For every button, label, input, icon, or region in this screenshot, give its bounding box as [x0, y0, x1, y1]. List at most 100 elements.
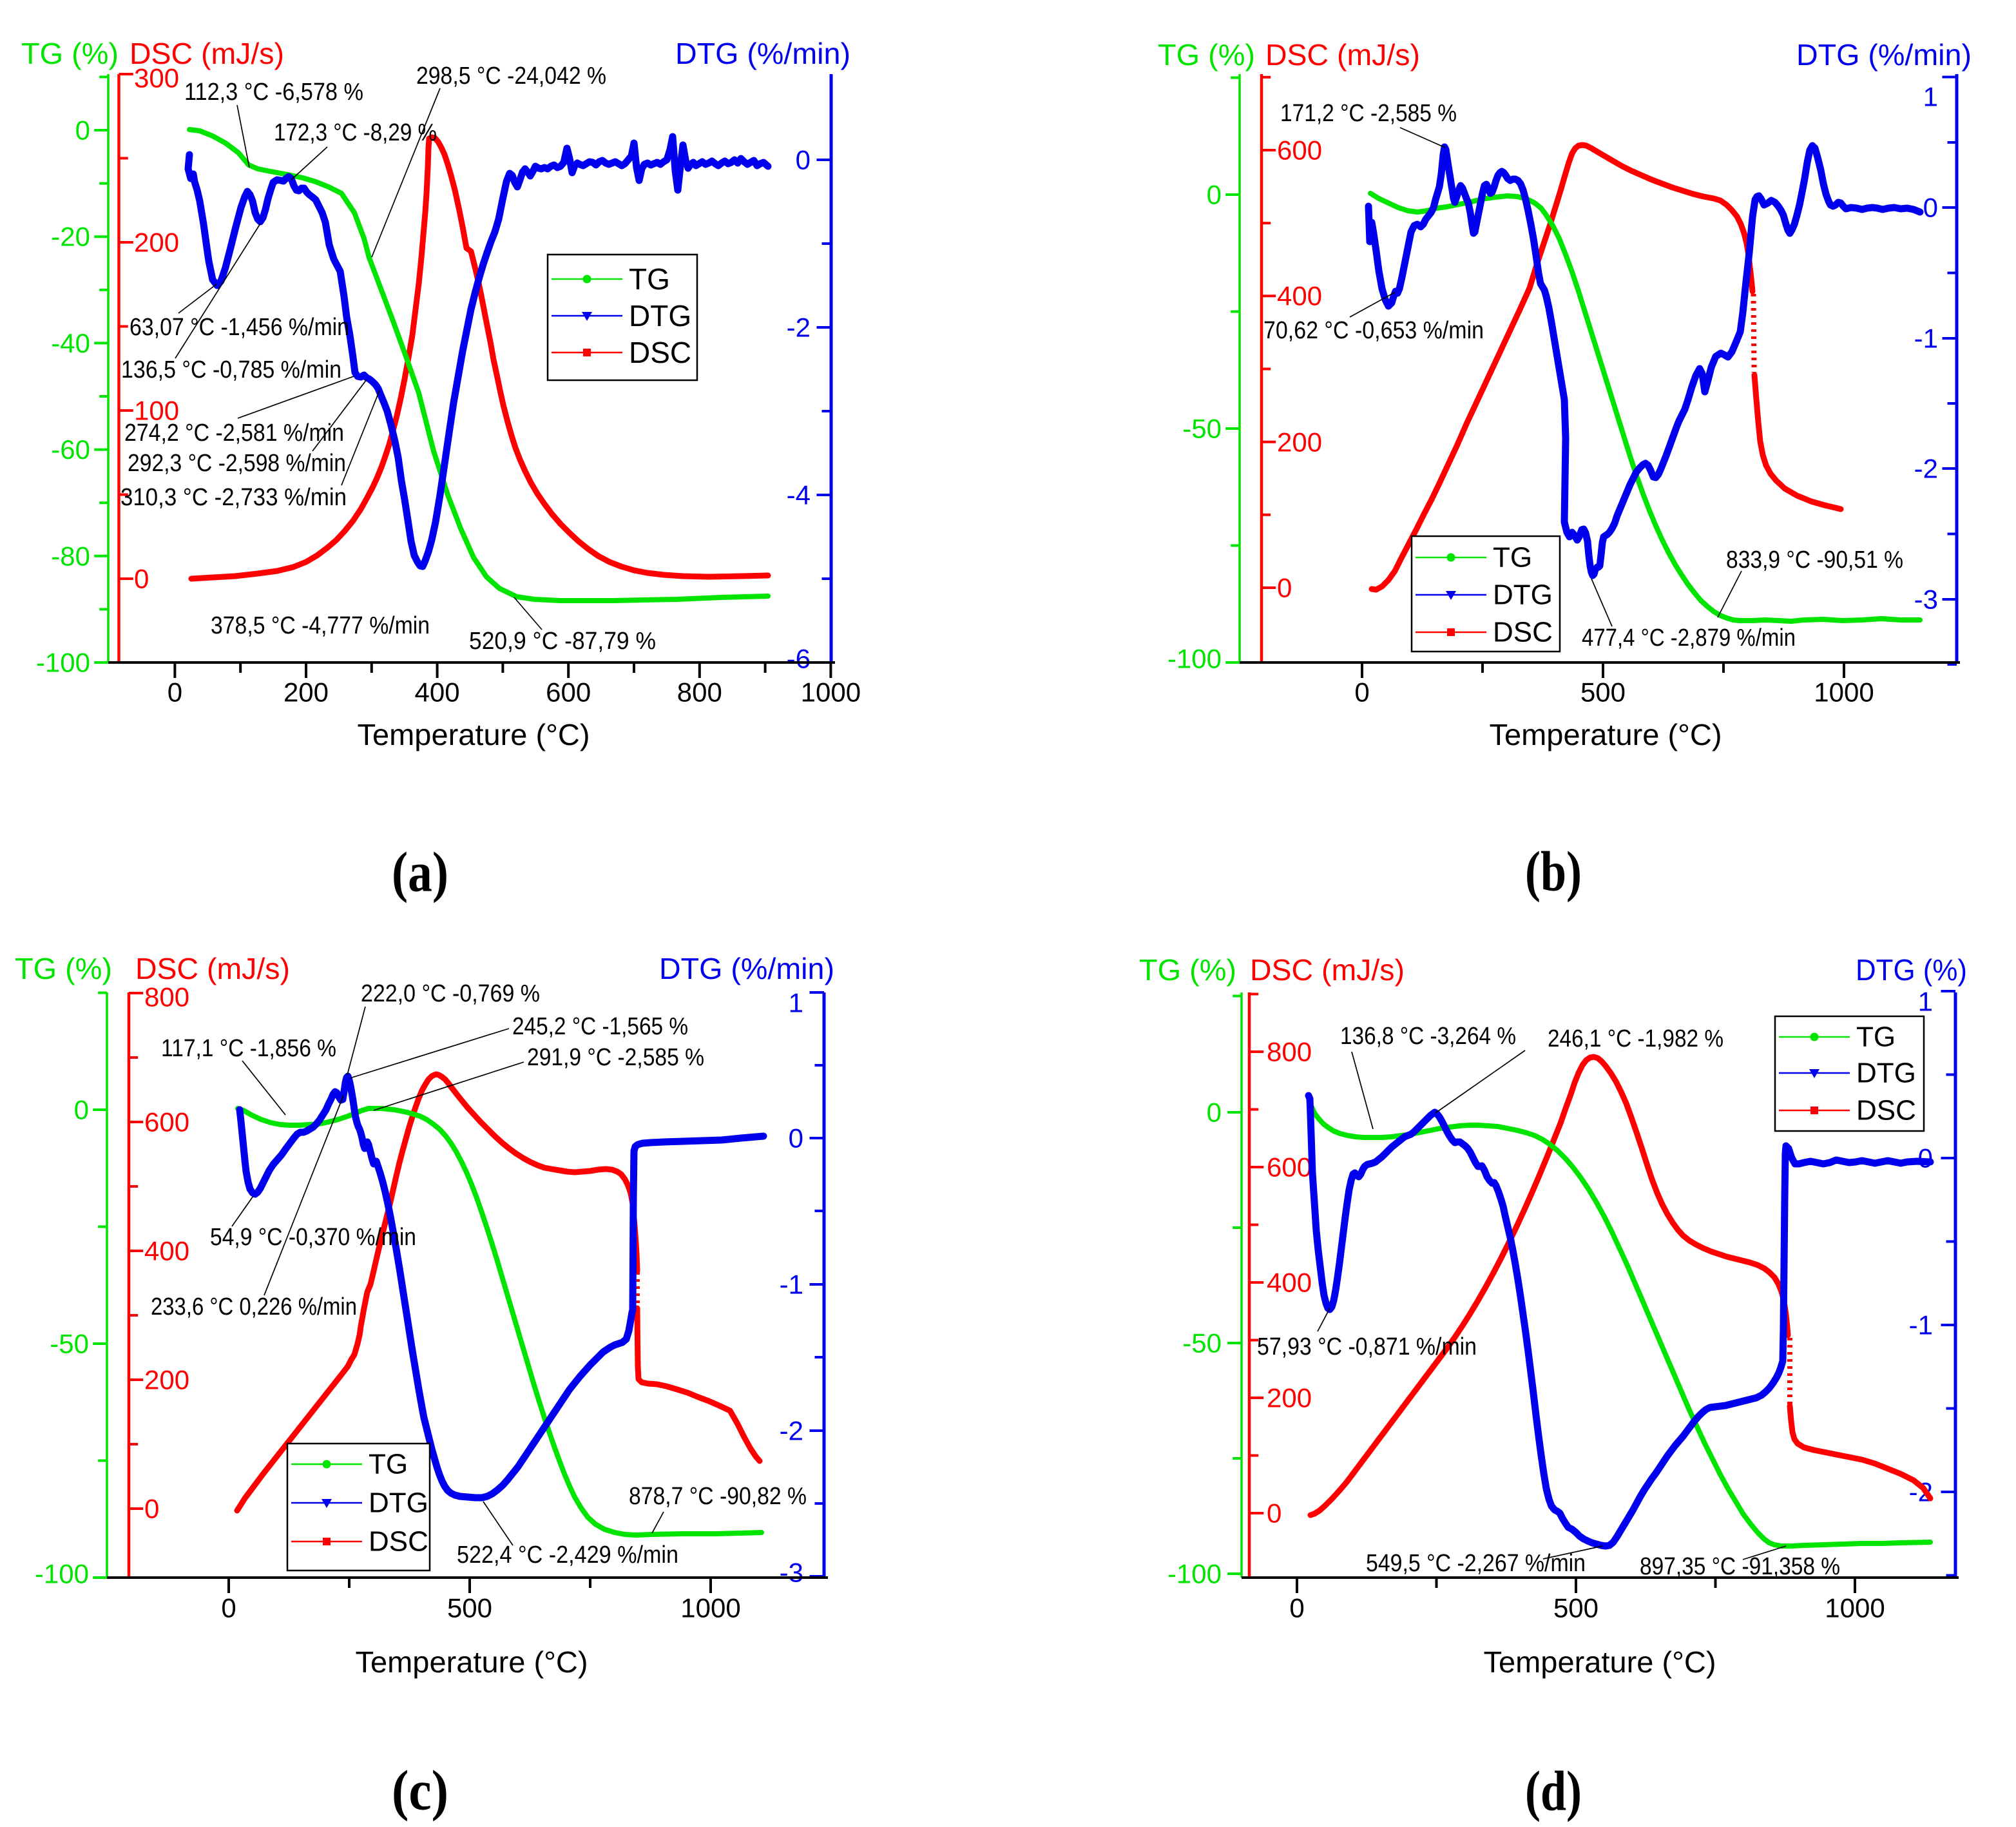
svg-text:800: 800 — [1267, 1037, 1312, 1067]
svg-text:1: 1 — [789, 988, 803, 1018]
svg-text:Temperature (°C): Temperature (°C) — [356, 1645, 588, 1679]
svg-text:245,2 °C -1,565 %: 245,2 °C -1,565 % — [512, 1013, 688, 1040]
svg-text:200: 200 — [134, 227, 179, 258]
svg-text:63,07 °C -1,456 %/min: 63,07 °C -1,456 %/min — [130, 314, 349, 341]
svg-text:200: 200 — [1267, 1383, 1312, 1413]
svg-text:200: 200 — [1277, 427, 1322, 458]
svg-text:-2: -2 — [1914, 454, 1938, 484]
svg-text:246,1 °C -1,982 %: 246,1 °C -1,982 % — [1548, 1025, 1723, 1052]
svg-text:291,9 °C -2,585 %: 291,9 °C -2,585 % — [527, 1044, 704, 1071]
svg-text:DSC (mJ/s): DSC (mJ/s) — [130, 37, 284, 70]
svg-text:477,4 °C -2,879 %/min: 477,4 °C -2,879 %/min — [1582, 624, 1796, 652]
svg-text:833,9 °C -90,51 %: 833,9 °C -90,51 % — [1726, 546, 1903, 574]
svg-text:0: 0 — [1923, 193, 1938, 223]
svg-text:300: 300 — [134, 63, 179, 93]
svg-text:549,5 °C -2,267 %/min: 549,5 °C -2,267 %/min — [1366, 1550, 1586, 1577]
svg-text:DTG (%/min): DTG (%/min) — [659, 952, 834, 985]
svg-text:0: 0 — [75, 115, 90, 146]
svg-text:400: 400 — [415, 677, 460, 708]
svg-text:522,4 °C -2,429 %/min: 522,4 °C -2,429 %/min — [457, 1542, 678, 1569]
svg-text:800: 800 — [677, 677, 722, 708]
svg-text:600: 600 — [1267, 1152, 1312, 1183]
svg-text:500: 500 — [447, 1593, 492, 1623]
svg-text:-2: -2 — [780, 1416, 803, 1446]
svg-text:DSC: DSC — [629, 336, 691, 369]
svg-text:Temperature (°C): Temperature (°C) — [1484, 1645, 1716, 1679]
svg-text:378,5 °C -4,777 %/min: 378,5 °C -4,777 %/min — [211, 612, 430, 639]
svg-text:1: 1 — [1923, 82, 1938, 112]
svg-text:0: 0 — [74, 1095, 89, 1125]
svg-text:-3: -3 — [780, 1558, 803, 1588]
svg-text:100: 100 — [134, 396, 179, 426]
svg-text:-3: -3 — [1914, 585, 1938, 615]
svg-text:-60: -60 — [51, 434, 90, 465]
svg-text:400: 400 — [1277, 281, 1322, 311]
svg-text:(b): (b) — [1525, 841, 1582, 904]
svg-text:DSC (mJ/s): DSC (mJ/s) — [1265, 38, 1420, 72]
svg-text:117,1 °C -1,856 %: 117,1 °C -1,856 % — [161, 1035, 336, 1062]
svg-text:-100: -100 — [36, 648, 90, 678]
svg-text:(a): (a) — [392, 842, 448, 904]
svg-text:DTG: DTG — [629, 299, 691, 333]
svg-text:298,5 °C -24,042 %: 298,5 °C -24,042 % — [416, 63, 606, 90]
svg-text:0: 0 — [1289, 1593, 1304, 1623]
svg-text:DSC: DSC — [1856, 1095, 1916, 1126]
svg-text:-100: -100 — [35, 1559, 89, 1589]
svg-text:897,35 °C -91,358 %: 897,35 °C -91,358 % — [1640, 1553, 1840, 1580]
svg-text:0: 0 — [1918, 1143, 1933, 1174]
svg-text:DSC: DSC — [1493, 617, 1553, 648]
svg-text:200: 200 — [144, 1365, 189, 1395]
svg-text:TG: TG — [1493, 542, 1532, 574]
svg-text:172,3 °C -8,29 %: 172,3 °C -8,29 % — [274, 119, 437, 146]
svg-text:-1: -1 — [780, 1270, 803, 1300]
svg-text:(d): (d) — [1525, 1761, 1582, 1823]
svg-text:500: 500 — [1553, 1593, 1598, 1623]
svg-text:-100: -100 — [1167, 1559, 1222, 1589]
svg-text:878,7 °C -90,82 %: 878,7 °C -90,82 % — [629, 1483, 807, 1510]
svg-text:TG (%): TG (%) — [1158, 38, 1255, 72]
svg-text:-1: -1 — [1909, 1310, 1933, 1340]
svg-text:-80: -80 — [51, 541, 90, 571]
svg-text:54,9 °C -0,370 %/min: 54,9 °C -0,370 %/min — [210, 1224, 416, 1251]
svg-text:0: 0 — [221, 1593, 236, 1623]
svg-text:136,5 °C -0,785 %/min: 136,5 °C -0,785 %/min — [121, 356, 341, 383]
svg-text:DTG: DTG — [1856, 1058, 1916, 1089]
svg-text:TG: TG — [1856, 1021, 1896, 1053]
svg-text:Temperature (°C): Temperature (°C) — [1490, 718, 1722, 751]
svg-text:DTG: DTG — [369, 1487, 428, 1519]
svg-text:400: 400 — [144, 1236, 189, 1266]
svg-text:TG (%): TG (%) — [1139, 953, 1236, 987]
svg-text:233,6 °C 0,226 %/min: 233,6 °C 0,226 %/min — [151, 1293, 357, 1320]
svg-text:70,62 °C -0,653 %/min: 70,62 °C -0,653 %/min — [1263, 317, 1484, 344]
svg-text:-50: -50 — [1182, 414, 1222, 444]
svg-text:0: 0 — [1277, 573, 1292, 603]
svg-text:600: 600 — [546, 677, 591, 708]
svg-text:0: 0 — [1207, 180, 1222, 210]
svg-text:600: 600 — [1277, 135, 1322, 166]
svg-text:0: 0 — [1207, 1097, 1222, 1128]
svg-text:DSC (mJ/s): DSC (mJ/s) — [1250, 953, 1405, 987]
svg-text:0: 0 — [796, 145, 811, 175]
svg-text:800: 800 — [144, 982, 189, 1012]
svg-text:-50: -50 — [1182, 1328, 1222, 1358]
svg-text:DTG: DTG — [1493, 579, 1553, 611]
svg-text:-100: -100 — [1167, 644, 1222, 674]
svg-text:57,93 °C -0,871 %/min: 57,93 °C -0,871 %/min — [1257, 1333, 1477, 1360]
svg-text:520,9 °C -87,79 %: 520,9 °C -87,79 % — [469, 628, 656, 655]
svg-text:DTG (%): DTG (%) — [1856, 953, 1967, 987]
svg-text:-2: -2 — [787, 313, 811, 343]
svg-text:0: 0 — [789, 1123, 803, 1154]
svg-text:136,8 °C -3,264 %: 136,8 °C -3,264 % — [1340, 1023, 1516, 1050]
svg-text:TG (%): TG (%) — [15, 952, 112, 985]
svg-text:DSC: DSC — [369, 1526, 428, 1558]
svg-text:274,2 °C -2,581 %/min: 274,2 °C -2,581 %/min — [124, 420, 344, 447]
svg-text:310,3 °C -2,733 %/min: 310,3 °C -2,733 %/min — [120, 484, 347, 511]
svg-text:1000: 1000 — [1825, 1593, 1885, 1623]
svg-text:Temperature (°C): Temperature (°C) — [358, 718, 590, 751]
svg-text:-20: -20 — [51, 222, 90, 252]
svg-text:DTG (%/min): DTG (%/min) — [675, 37, 850, 70]
svg-text:-4: -4 — [787, 480, 811, 510]
svg-text:600: 600 — [144, 1107, 189, 1137]
svg-text:400: 400 — [1267, 1268, 1312, 1298]
svg-text:(c): (c) — [392, 1760, 448, 1822]
